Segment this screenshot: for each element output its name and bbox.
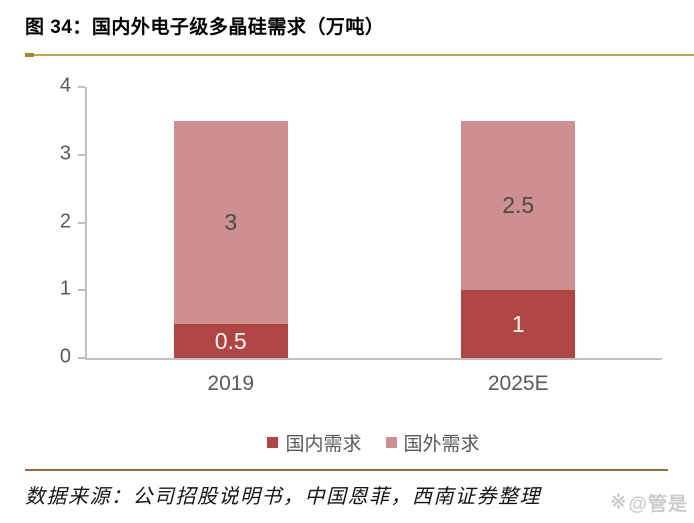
watermark: ※ @管是: [611, 489, 688, 516]
y-axis-tick-label: 2: [59, 210, 71, 233]
y-axis-tick-mark: [78, 153, 85, 156]
bar-value-label: 1: [511, 310, 525, 337]
bar-value-label: 0.5: [214, 327, 247, 354]
legend-label-domestic: 国内需求: [285, 434, 362, 455]
y-axis-tick-label: 4: [59, 74, 71, 97]
y-axis-tick-mark: [78, 86, 85, 88]
plot-area: [85, 87, 662, 360]
watermark-text: @管是: [628, 494, 688, 515]
x-axis-category-label: 2019: [207, 372, 255, 395]
x-axis-category-label: 2025E: [487, 372, 549, 395]
watermark-logo-icon: ※: [610, 492, 628, 513]
source-text: 数据来源：公司招股说明书，中国恩菲，西南证券整理: [25, 486, 541, 508]
chart-legend: 国内需求 国外需求: [85, 429, 662, 456]
y-axis-tick-label: 0: [59, 345, 71, 368]
legend-item-domestic: 国内需求: [267, 429, 362, 456]
legend-swatch-domestic: [267, 437, 279, 448]
title-divider-cap: [25, 53, 34, 57]
bar-value-label: 3: [224, 209, 238, 235]
y-axis-tick-label: 3: [59, 142, 71, 165]
legend-item-foreign: 国外需求: [385, 429, 480, 456]
y-axis-tick-label: 1: [59, 277, 71, 300]
bar-segment-foreign: 3: [173, 120, 288, 325]
y-axis-tick-mark: [78, 221, 85, 224]
legend-swatch-foreign: [385, 437, 397, 448]
bar-segment-domestic: 1: [461, 290, 576, 358]
figure-title: 图 34：国内外电子级多晶硅需求（万吨）: [25, 17, 385, 38]
legend-label-foreign: 国外需求: [403, 434, 480, 455]
bar-segment-foreign: 2.5: [461, 120, 576, 291]
y-axis-tick-mark: [78, 357, 85, 359]
source-divider-rule: [25, 469, 668, 471]
y-axis-tick-mark: [78, 289, 85, 292]
bar-segment-domestic: 0.5: [173, 324, 288, 358]
title-divider-rule: [25, 53, 694, 57]
bar-value-label: 2.5: [502, 192, 535, 219]
